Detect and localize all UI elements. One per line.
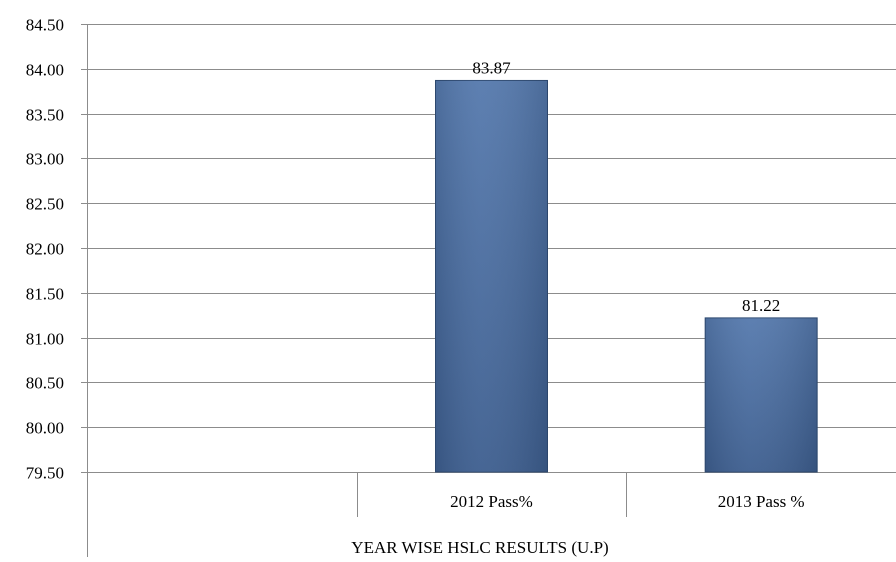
y-tick-label: 81.00 [26, 330, 64, 349]
x-tick-label: 2012 Pass% [450, 492, 533, 511]
x-tick-label: 2013 Pass % [718, 492, 805, 511]
y-tick-label: 79.50 [26, 464, 64, 483]
labels: 79.50 80.00 80.50 81.00 81.50 82.00 82.50 83.00… [26, 16, 805, 512]
y-tick-label: 83.00 [26, 150, 64, 169]
y-tick-label: 80.50 [26, 374, 64, 393]
data-label: 81.22 [742, 296, 780, 315]
y-tick-label: 82.00 [26, 240, 64, 259]
bar-shading [435, 80, 548, 472]
y-tick-label: 84.00 [26, 61, 64, 80]
bar-shading [705, 317, 818, 472]
bars [435, 79, 818, 473]
y-tick-label: 80.00 [26, 419, 64, 438]
data-label: 83.87 [472, 58, 511, 77]
y-tick-label: 81.50 [26, 285, 64, 304]
y-tick-label: 84.50 [26, 16, 64, 35]
y-tick-label: 82.50 [26, 195, 64, 214]
axes [81, 24, 627, 557]
x-axis-title: YEAR WISE HSLC RESULTS (U.P) [351, 538, 608, 557]
y-tick-label: 83.50 [26, 106, 64, 125]
